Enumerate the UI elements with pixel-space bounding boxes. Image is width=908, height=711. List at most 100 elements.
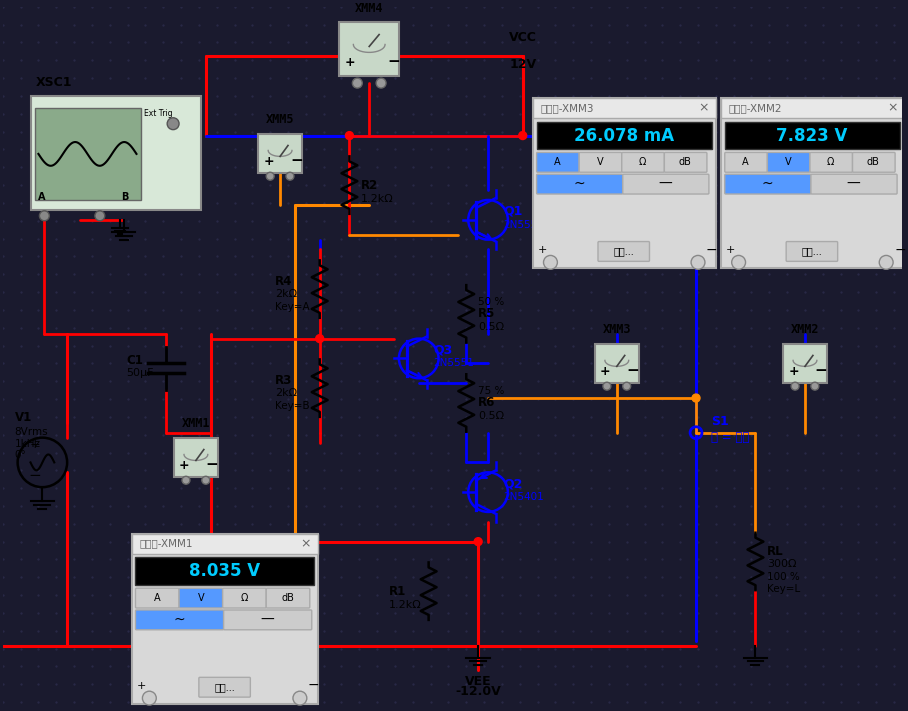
Text: 2kΩ: 2kΩ (275, 289, 297, 299)
Text: −: − (706, 242, 717, 257)
Text: 万用表-XMM3: 万用表-XMM3 (540, 103, 594, 113)
Text: ×: × (887, 102, 897, 114)
Text: +: + (136, 681, 146, 691)
Text: R4: R4 (275, 274, 292, 288)
Circle shape (692, 132, 700, 139)
FancyBboxPatch shape (725, 122, 900, 149)
FancyBboxPatch shape (725, 174, 811, 194)
Text: XMM5: XMM5 (266, 112, 294, 126)
Text: ~: ~ (173, 613, 185, 627)
Text: A: A (554, 157, 561, 167)
FancyBboxPatch shape (533, 98, 716, 268)
Text: RL: RL (767, 545, 784, 558)
Circle shape (286, 172, 294, 180)
Circle shape (182, 476, 190, 484)
FancyBboxPatch shape (595, 343, 638, 383)
Text: —: — (846, 177, 861, 191)
Text: 万用表-XMM2: 万用表-XMM2 (729, 103, 782, 113)
Circle shape (345, 132, 353, 139)
Text: VEE: VEE (465, 675, 491, 688)
FancyBboxPatch shape (853, 152, 895, 172)
Text: Q2: Q2 (503, 477, 522, 490)
Text: 0°: 0° (15, 451, 26, 461)
Text: 1.2kΩ: 1.2kΩ (361, 194, 394, 204)
Text: 12V: 12V (509, 58, 537, 71)
Text: −: − (290, 154, 302, 169)
Text: 8.035 V: 8.035 V (189, 562, 261, 580)
FancyBboxPatch shape (179, 588, 222, 608)
FancyBboxPatch shape (725, 152, 767, 172)
Circle shape (474, 538, 482, 545)
FancyBboxPatch shape (35, 108, 142, 200)
Text: 0.5Ω: 0.5Ω (479, 322, 504, 332)
Text: dB: dB (281, 593, 294, 603)
FancyBboxPatch shape (135, 610, 223, 630)
Text: +: + (263, 155, 274, 169)
Text: 1kHz: 1kHz (15, 439, 41, 449)
Text: 设置...: 设置... (614, 247, 634, 257)
Text: 2N5401: 2N5401 (503, 492, 544, 502)
Text: V: V (198, 593, 204, 603)
Circle shape (791, 383, 799, 390)
Text: —: — (658, 177, 672, 191)
FancyBboxPatch shape (598, 242, 649, 262)
Text: Key=A: Key=A (275, 302, 310, 312)
Text: R6: R6 (479, 397, 496, 410)
Text: V: V (785, 157, 792, 167)
Circle shape (167, 118, 179, 129)
Text: +: + (29, 437, 40, 451)
Text: −: − (627, 363, 639, 378)
Text: XMM1: XMM1 (182, 417, 210, 429)
Text: ×: × (301, 537, 311, 550)
Text: 7.823 V: 7.823 V (776, 127, 847, 144)
Text: S1: S1 (711, 415, 728, 428)
Text: +: + (538, 245, 547, 255)
Text: 万用表-XMM1: 万用表-XMM1 (140, 539, 192, 549)
FancyBboxPatch shape (622, 152, 665, 172)
Circle shape (266, 172, 274, 180)
FancyBboxPatch shape (174, 438, 218, 477)
Text: −: − (387, 54, 400, 69)
Circle shape (316, 335, 323, 343)
Text: XMM3: XMM3 (603, 323, 631, 336)
Text: R2: R2 (361, 178, 379, 191)
FancyBboxPatch shape (135, 557, 314, 585)
Circle shape (293, 691, 307, 705)
FancyBboxPatch shape (135, 588, 179, 608)
Text: +: + (600, 365, 610, 378)
FancyBboxPatch shape (258, 134, 301, 173)
FancyBboxPatch shape (786, 242, 838, 262)
Circle shape (879, 255, 893, 269)
Text: B: B (122, 192, 129, 202)
Text: XMM2: XMM2 (791, 323, 819, 336)
Text: −: − (308, 678, 320, 693)
FancyBboxPatch shape (340, 22, 399, 76)
Text: 26.078 mA: 26.078 mA (574, 127, 674, 144)
Text: C1: C1 (126, 354, 143, 367)
Circle shape (623, 383, 631, 390)
Text: —: — (261, 613, 274, 627)
Text: V: V (597, 157, 603, 167)
Text: ×: × (699, 102, 709, 114)
Text: Key=B: Key=B (275, 401, 310, 411)
Circle shape (39, 211, 49, 220)
Text: 设置...: 设置... (214, 683, 235, 693)
Text: R1: R1 (389, 584, 406, 598)
Text: 2N5551: 2N5551 (434, 358, 475, 368)
Text: 0.5Ω: 0.5Ω (479, 411, 504, 421)
Text: −: − (28, 469, 41, 483)
FancyBboxPatch shape (623, 174, 709, 194)
Text: XSC1: XSC1 (35, 76, 72, 89)
Text: A: A (154, 593, 161, 603)
FancyBboxPatch shape (132, 534, 318, 554)
FancyBboxPatch shape (579, 152, 622, 172)
Circle shape (691, 255, 705, 269)
Text: −: − (894, 242, 906, 257)
Circle shape (732, 255, 745, 269)
FancyBboxPatch shape (665, 152, 707, 172)
Text: 设置...: 设置... (802, 247, 823, 257)
FancyBboxPatch shape (222, 588, 266, 608)
Circle shape (603, 383, 611, 390)
Text: ~: ~ (573, 177, 585, 191)
Text: -12.0V: -12.0V (455, 685, 501, 698)
